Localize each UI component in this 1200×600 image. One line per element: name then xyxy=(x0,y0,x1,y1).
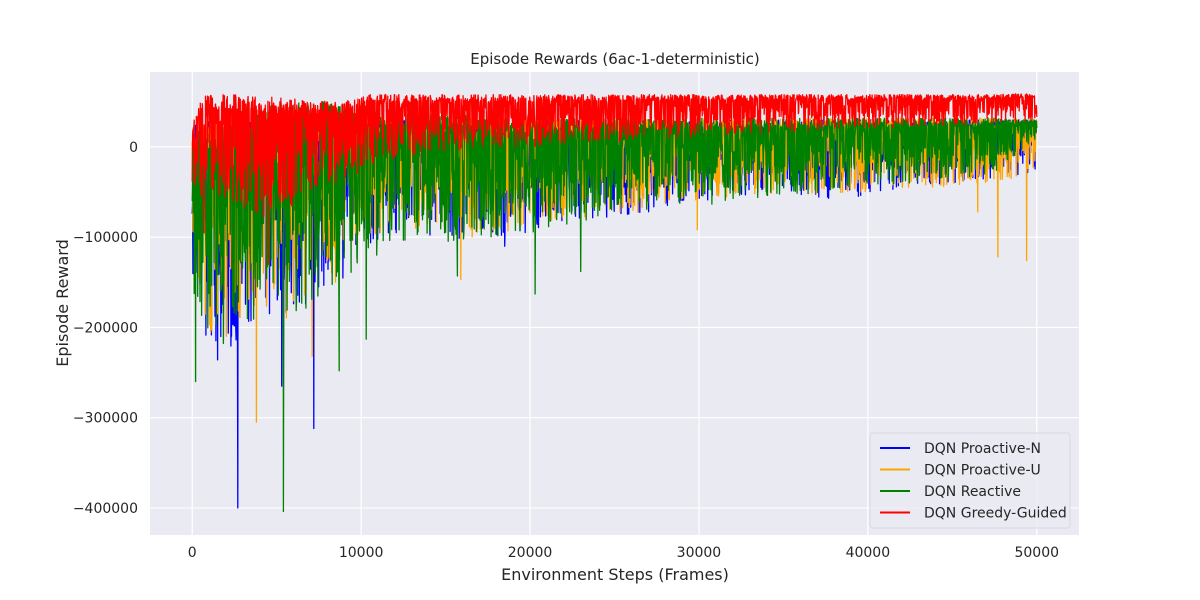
y-axis-ticks: 0 −100000 −200000 −300000 −400000 xyxy=(73,140,138,517)
legend-label: DQN Greedy-Guided xyxy=(924,506,1067,522)
y-axis-label: Episode Reward xyxy=(53,239,72,367)
y-tick-label: 0 xyxy=(129,140,138,156)
legend-label: DQN Proactive-N xyxy=(924,441,1041,457)
series-line-dqn-greedy-guided xyxy=(191,93,1038,265)
legend: DQN Proactive-N DQN Proactive-U DQN Reacti… xyxy=(869,432,1071,529)
y-tick-label: −100000 xyxy=(73,230,138,246)
x-tick-label: 30000 xyxy=(677,545,722,561)
x-axis-ticks: 0 10000 20000 30000 40000 50000 xyxy=(188,545,1059,561)
x-axis-label: Environment Steps (Frames) xyxy=(501,565,729,584)
y-tick-label: −300000 xyxy=(73,411,138,427)
x-tick-label: 0 xyxy=(188,545,197,561)
legend-label: DQN Proactive-U xyxy=(924,463,1041,479)
series-layer xyxy=(191,93,1038,513)
y-tick-label: −400000 xyxy=(73,501,138,517)
x-tick-label: 40000 xyxy=(846,545,891,561)
x-tick-label: 10000 xyxy=(339,545,384,561)
y-tick-label: −200000 xyxy=(73,320,138,336)
legend-label: DQN Reactive xyxy=(924,484,1021,500)
chart-title: Episode Rewards (6ac-1-deterministic) xyxy=(470,50,760,68)
x-tick-label: 50000 xyxy=(1014,545,1059,561)
x-tick-label: 20000 xyxy=(508,545,553,561)
legend-box xyxy=(869,432,1071,529)
